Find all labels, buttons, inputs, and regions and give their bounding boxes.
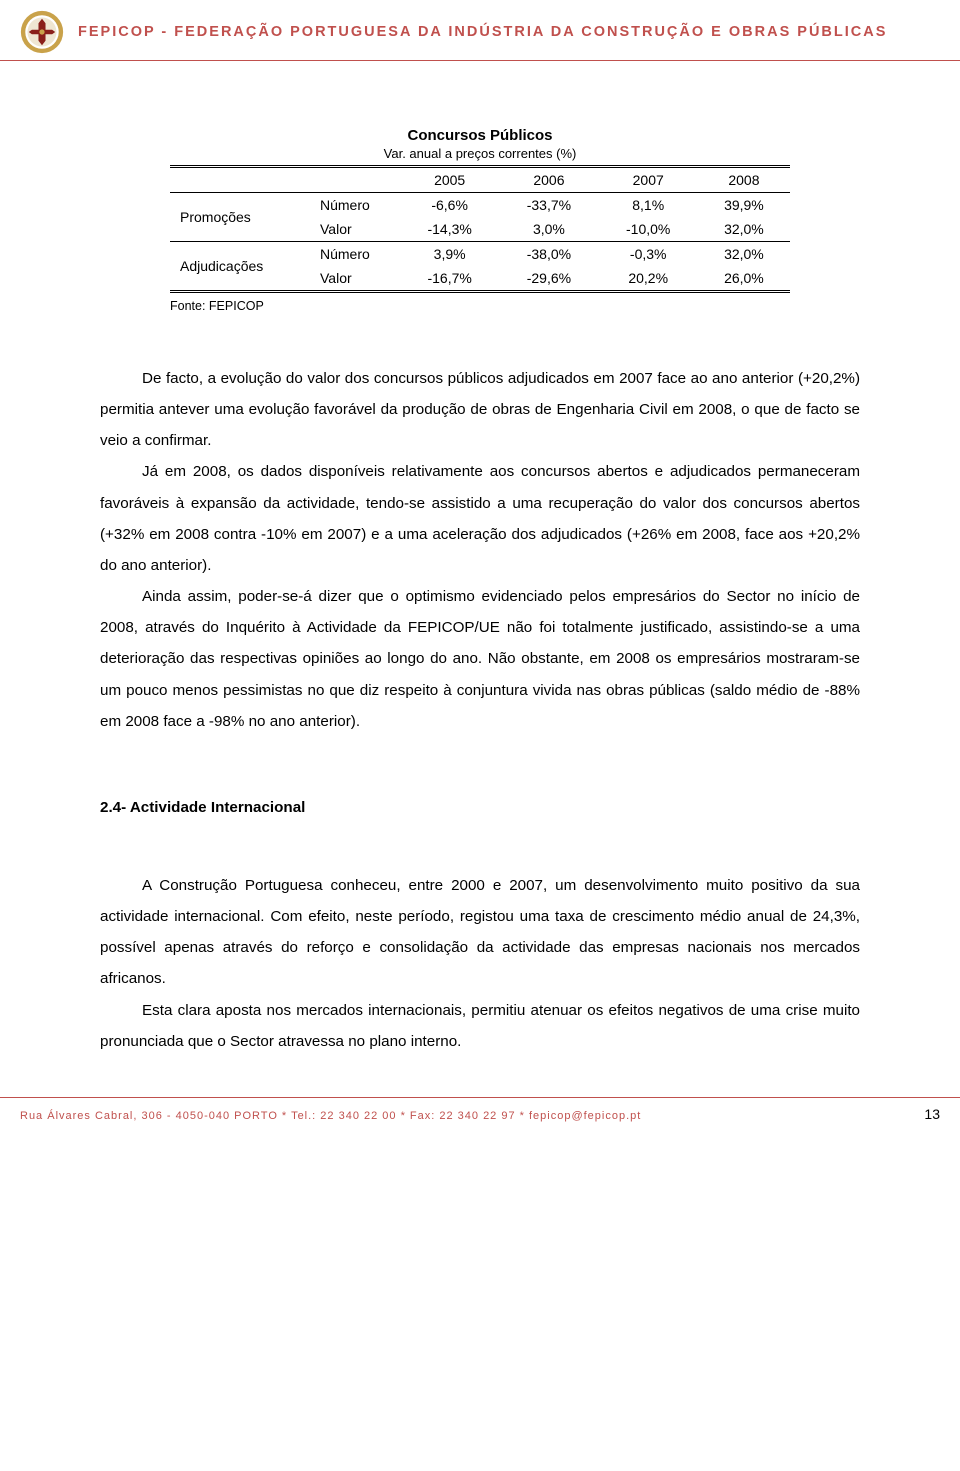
cell: -14,3% [400,217,499,242]
paragraph: A Construção Portuguesa conheceu, entre … [100,870,860,995]
page-footer: Rua Álvares Cabral, 306 - 4050-040 PORTO… [0,1097,960,1132]
concursos-table-wrap: Concursos Públicos Var. anual a preços c… [170,121,790,313]
cell: 3,9% [400,242,499,267]
col-2005: 2005 [400,167,499,193]
cell: -38,0% [499,242,598,267]
table-title: Concursos Públicos [170,121,790,146]
col-2006: 2006 [499,167,598,193]
group-label: Adjudicações [170,242,310,292]
metric-label: Número [310,193,400,218]
table-subtitle: Var. anual a preços correntes (%) [170,146,790,165]
cell: -29,6% [499,266,598,292]
paragraph: Esta clara aposta nos mercados internaci… [100,995,860,1057]
cell: 20,2% [599,266,698,292]
cell: 3,0% [499,217,598,242]
cell: -0,3% [599,242,698,267]
footer-contact-line: Rua Álvares Cabral, 306 - 4050-040 PORTO… [20,1110,641,1122]
paragraph: De facto, a evolução do valor dos concur… [100,363,860,456]
cell: 8,1% [599,193,698,218]
cell: 32,0% [698,242,790,267]
metric-label: Valor [310,266,400,292]
paragraph: Ainda assim, poder-se-á dizer que o opti… [100,581,860,737]
cell: -6,6% [400,193,499,218]
header-title: FEPICOP - FEDERAÇÃO PORTUGUESA DA INDÚST… [78,24,887,40]
cell: -33,7% [499,193,598,218]
body-text-block-1: De facto, a evolução do valor dos concur… [100,363,860,737]
concursos-table: 2005 2006 2007 2008 Promoções Número -6,… [170,165,790,293]
page-content: Concursos Públicos Var. anual a preços c… [0,61,960,1097]
page-number: 13 [924,1106,940,1122]
cell: 32,0% [698,217,790,242]
table-row: Adjudicações Número 3,9% -38,0% -0,3% 32… [170,242,790,267]
group-label: Promoções [170,193,310,242]
metric-label: Número [310,242,400,267]
page-header: FEPICOP - FEDERAÇÃO PORTUGUESA DA INDÚST… [0,0,960,61]
table-row: Promoções Número -6,6% -33,7% 8,1% 39,9% [170,193,790,218]
col-2008: 2008 [698,167,790,193]
table-header-row: 2005 2006 2007 2008 [170,167,790,193]
body-text-block-2: A Construção Portuguesa conheceu, entre … [100,870,860,1057]
paragraph: Já em 2008, os dados disponíveis relativ… [100,456,860,581]
cell: 26,0% [698,266,790,292]
table-source: Fonte: FEPICOP [170,293,790,313]
section-heading: 2.4- Actividade Internacional [100,799,860,816]
col-2007: 2007 [599,167,698,193]
cell: -16,7% [400,266,499,292]
cell: -10,0% [599,217,698,242]
cell: 39,9% [698,193,790,218]
fepicop-logo [20,10,64,54]
metric-label: Valor [310,217,400,242]
